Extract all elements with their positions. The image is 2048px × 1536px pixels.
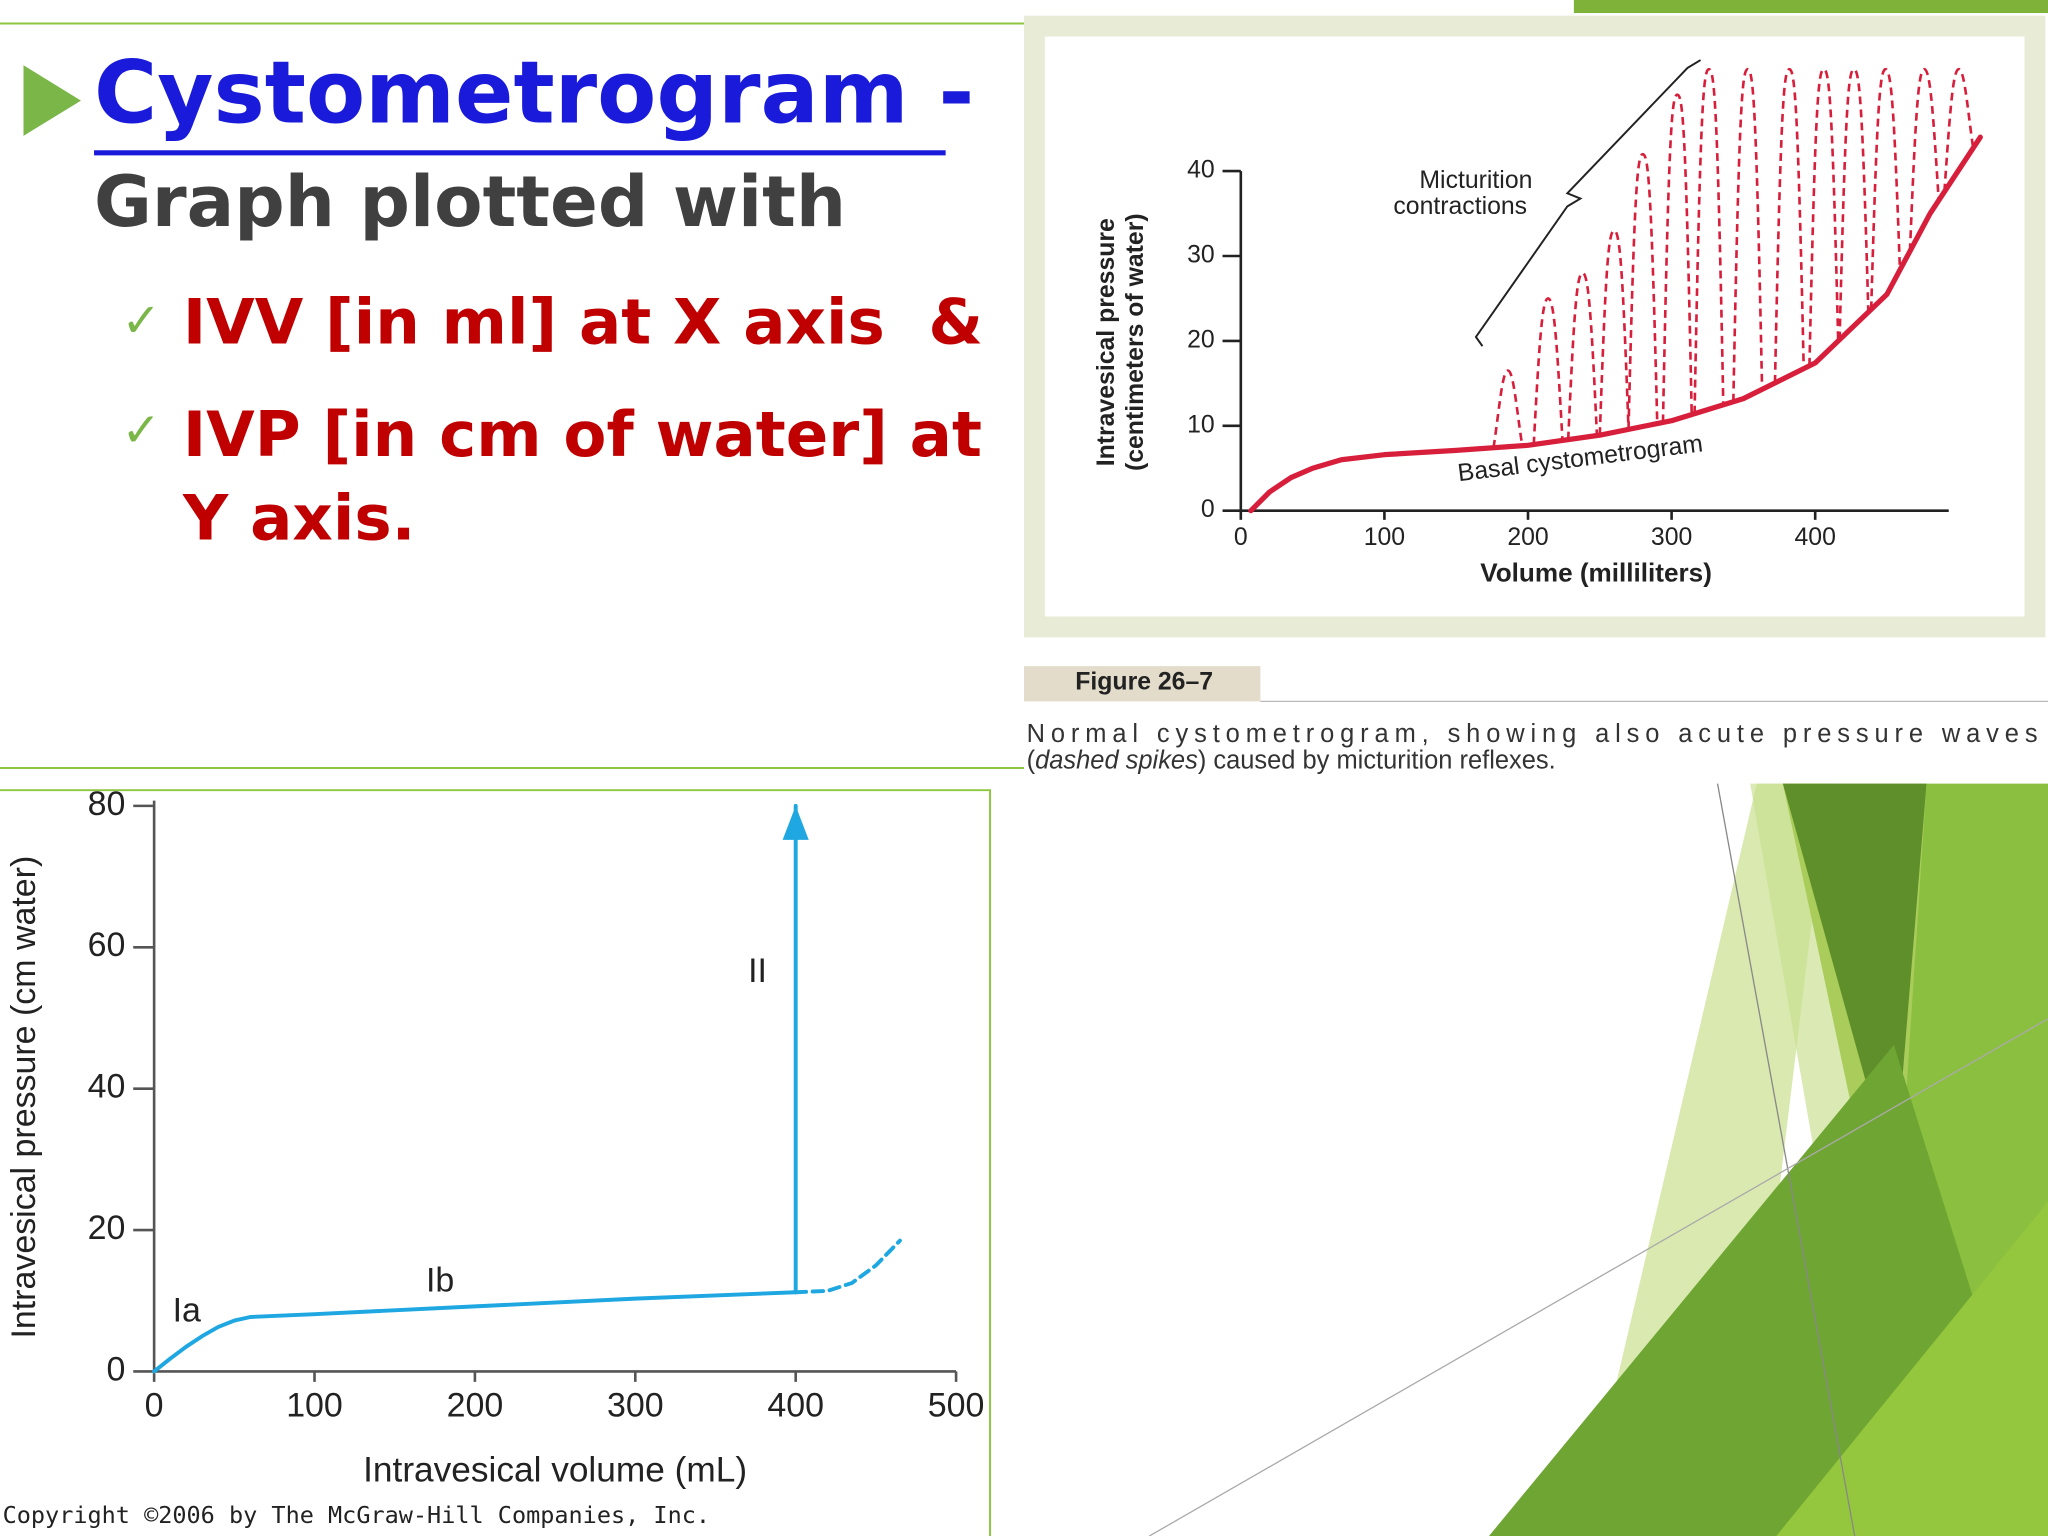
x-tick-label: 100 [286, 1386, 343, 1424]
x-axis-label: Volume (milliliters) [1480, 558, 1712, 588]
caption-emphasis: dashed spikes [1035, 746, 1198, 774]
y-tick-label: 0 [107, 1350, 126, 1388]
pressure-spike [1566, 271, 1599, 440]
y-tick-label: 80 [88, 785, 126, 823]
x-axis-label: Intravesical volume (mL) [363, 1450, 747, 1489]
slide-title: Cystometrogram - [94, 44, 974, 144]
x-tick-label: 300 [1651, 524, 1692, 551]
x-tick-label: 100 [1364, 524, 1405, 551]
curve [1248, 134, 1983, 514]
x-tick-label: 400 [1795, 524, 1836, 551]
x-tick-label: 300 [607, 1386, 664, 1424]
y-axis-label: (centimeters of water) [1122, 213, 1149, 471]
bullet-check: ✓ [121, 293, 160, 346]
slide-subtitle: Graph plotted with [94, 161, 846, 243]
bullet: IVV [in ml] at X axis & [182, 286, 984, 360]
y-tick-label: 30 [1187, 242, 1215, 269]
pressure-spike [1627, 152, 1659, 430]
x-tick-label: 400 [767, 1386, 824, 1424]
curve [793, 1238, 902, 1295]
annotation: II [748, 952, 767, 990]
x-tick-label: 0 [145, 1386, 164, 1424]
x-tick-label: 0 [1234, 524, 1248, 551]
y-tick-label: 20 [1187, 326, 1215, 353]
x-tick-label: 200 [447, 1386, 504, 1424]
caption-part: ) caused by micturition reflexes. [1198, 746, 1556, 774]
pressure-spike [1943, 67, 1975, 192]
y-tick-label: 20 [88, 1209, 126, 1247]
pressure-spike [1532, 297, 1564, 445]
annotation: Ib [426, 1262, 454, 1300]
credit: Copyright ©2006 by The McGraw-Hill Compa… [3, 1501, 710, 1529]
figure-caption: (dashed spikes) caused by micturition re… [1027, 746, 1556, 774]
y-tick-label: 40 [88, 1068, 126, 1106]
pressure-spike [1773, 67, 1806, 383]
x-tick-label: 200 [1507, 524, 1548, 551]
y-tick-label: 10 [1187, 411, 1215, 438]
y-tick-label: 0 [1201, 496, 1215, 523]
annotation: Micturition [1419, 167, 1532, 194]
arrow-head [782, 805, 809, 840]
y-tick-label: 40 [1187, 157, 1215, 184]
y-axis-label: Intravesical pressure (cm water) [5, 856, 43, 1339]
bullet-list: IVV [in ml] at X axis & IVP [in cm of wa… [182, 286, 984, 556]
x-tick-label: 500 [928, 1386, 985, 1424]
bullet: IVP [in cm of water] at Y axis. [182, 398, 982, 556]
y-tick-label: 60 [88, 926, 126, 964]
pressure-spike [1908, 67, 1940, 252]
pressure-spike [1869, 67, 1902, 310]
pressure-spike [1732, 67, 1764, 402]
pressure-spike [1598, 229, 1630, 436]
annotation: contractions [1393, 193, 1527, 220]
figure-label: Figure 26–7 [1075, 669, 1213, 696]
caption-part: ( [1027, 746, 1036, 774]
y-axis-label: Intravesical pressure [1093, 218, 1120, 466]
pressure-spike [1492, 369, 1524, 448]
curve [152, 1290, 798, 1374]
figure-caption: Normal cystometrogram, showing also acut… [1027, 720, 2038, 748]
pressure-spike [1661, 93, 1694, 423]
bullet-check: ✓ [121, 403, 160, 456]
pressure-spike [1693, 67, 1725, 414]
annotation: Ia [173, 1292, 201, 1330]
pressure-spike [1838, 67, 1870, 340]
